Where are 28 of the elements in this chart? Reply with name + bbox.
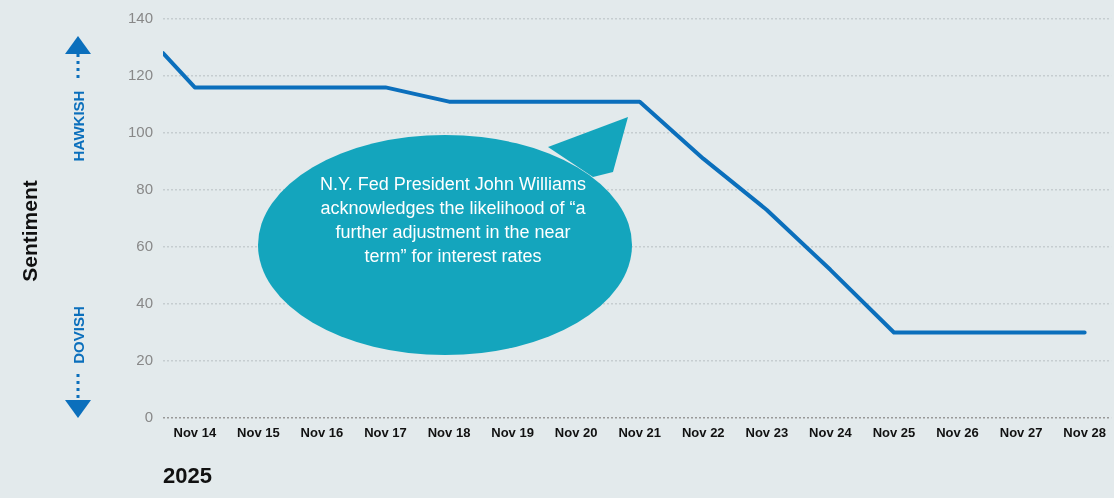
x-tick-label: Nov 19 <box>491 425 534 441</box>
y-tick-label: 40 <box>136 294 154 312</box>
y-tick-label: 80 <box>136 180 154 198</box>
y-axis-title: Sentiment <box>18 180 42 282</box>
y-tick-label: 140 <box>128 9 154 27</box>
y-tick-label: 0 <box>144 408 154 426</box>
x-tick-label: Nov 18 <box>427 425 471 441</box>
y-tick-label: 120 <box>128 66 154 84</box>
x-tick-label: Nov 15 <box>237 425 280 441</box>
x-tick-label: Nov 17 <box>364 425 407 441</box>
y-tick-label: 100 <box>128 123 154 141</box>
y-tick-label: 20 <box>136 351 154 369</box>
x-tick-label: Nov 14 <box>173 425 217 441</box>
x-tick-label: Nov 22 <box>681 425 725 441</box>
x-tick-label: Nov 20 <box>554 425 598 441</box>
annotation: N.Y. Fed President John Williams acknowledges the likelihood of “a further adjustment in the near term” for interest rates <box>319 173 587 268</box>
x-tick-label: Nov 28 <box>1063 425 1106 441</box>
x-axis-title: 2025 <box>163 462 212 488</box>
x-tick-label: Nov 16 <box>300 425 344 441</box>
x-tick-label: Nov 23 <box>745 425 789 441</box>
text: DOVISH <box>69 306 87 364</box>
y-tick-label: 60 <box>136 237 154 255</box>
x-tick-label: Nov 24 <box>809 425 853 441</box>
x-tick-label: Nov 25 <box>872 425 916 441</box>
x-tick-label: Nov 26 <box>936 425 979 441</box>
x-tick-label: Nov 27 <box>999 425 1043 441</box>
text: HAWKISH <box>69 90 87 162</box>
x-tick-label: Nov 21 <box>618 425 662 441</box>
